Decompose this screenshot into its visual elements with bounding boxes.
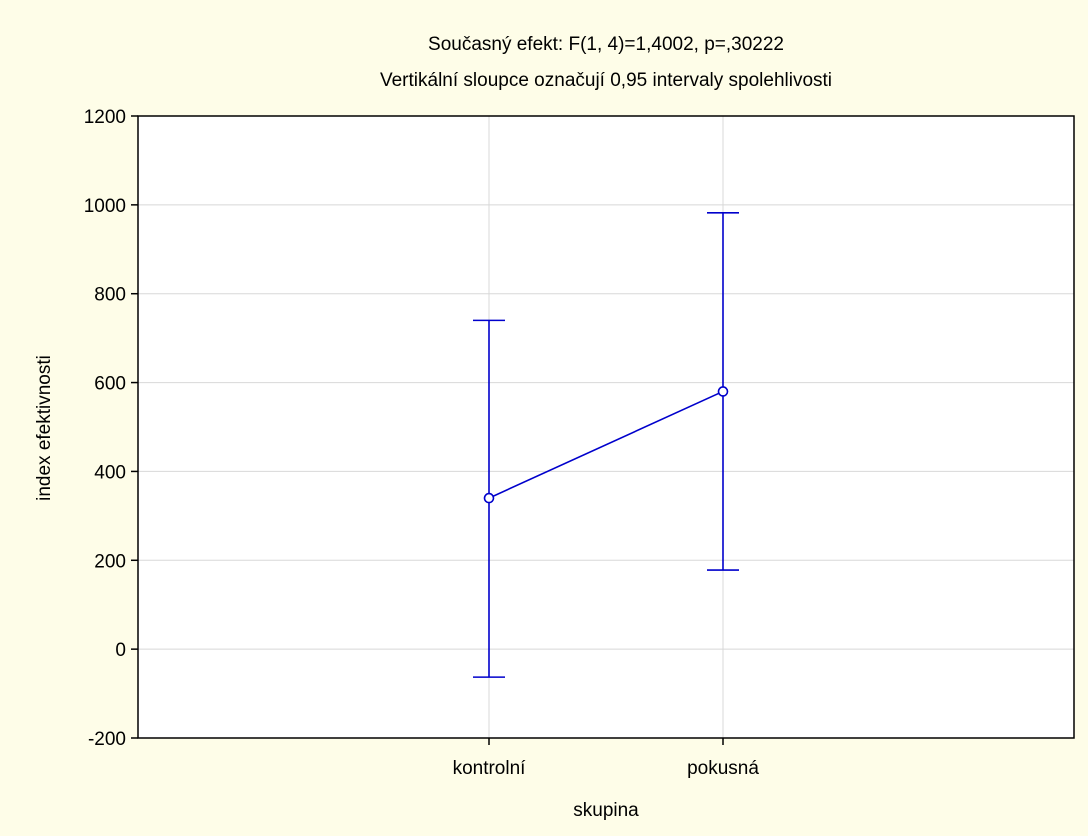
y-tick-label: 1000 (84, 196, 126, 217)
plot-area (138, 116, 1074, 738)
y-tick-label: 400 (94, 462, 126, 483)
chart-title: Současný efekt: F(1, 4)=1,4002, p=,30222 (428, 34, 784, 55)
y-tick-label: 200 (94, 551, 126, 572)
series-line (488, 390, 724, 499)
chart-subtitle: Vertikální sloupce označují 0,95 interva… (380, 70, 832, 91)
axes: -200 0 200 400 600 800 1000 1200 kontrolní pokusn… (84, 107, 760, 779)
data-point (483, 492, 495, 504)
data-point (717, 386, 729, 397)
y-tick-label: 800 (94, 285, 126, 306)
x-tick-label: kontrolní (453, 758, 527, 779)
y-tick-label: -200 (88, 729, 126, 750)
y-tick-label: 1200 (84, 107, 126, 128)
x-axis-label: skupina (573, 800, 639, 821)
y-axis-label: index efektivnosti (34, 355, 55, 501)
y-tick-label: 600 (94, 374, 126, 395)
x-tick-label: pokusná (687, 758, 759, 779)
plot-frame (137, 115, 1075, 739)
series-layer (473, 212, 739, 678)
y-tick-label: 0 (115, 640, 126, 661)
